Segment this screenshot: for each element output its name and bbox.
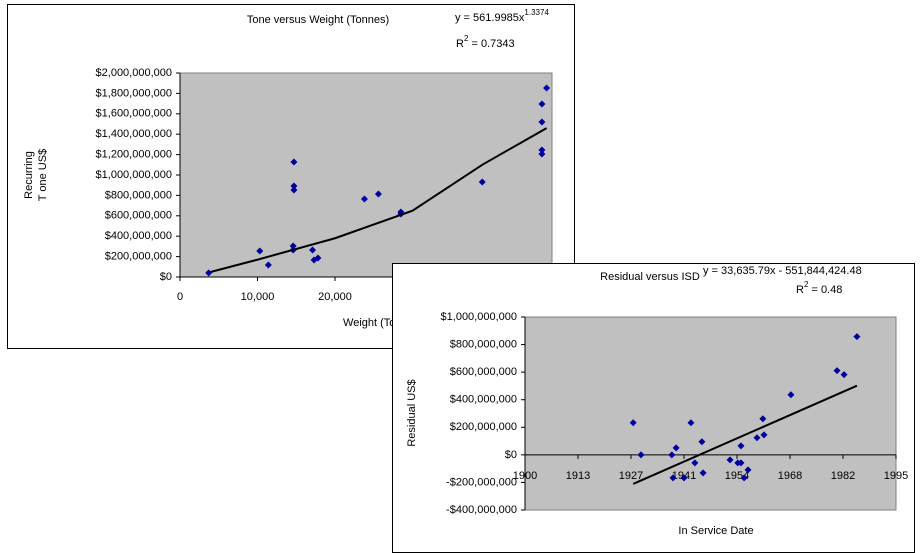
data-point (737, 442, 745, 450)
y-axis-title: T one US$ (37, 149, 49, 201)
r-value: = 0.48 (808, 284, 842, 296)
y-tick-label: $1,000,000,000 (96, 169, 172, 181)
data-point (637, 451, 645, 459)
x-tick-label: 1995 (884, 470, 908, 482)
y-tick-label: $0 (160, 271, 172, 283)
data-point (289, 242, 297, 250)
x-tick-label: 1913 (566, 470, 590, 482)
y-tick-label: $1,600,000,000 (96, 108, 172, 120)
plot-area (179, 72, 553, 278)
data-point (833, 367, 841, 375)
x-tick-label: 20,000 (318, 291, 352, 303)
y-tick-label: $600,000,000 (450, 366, 517, 378)
data-point (290, 182, 298, 190)
x-tick-label: 0 (177, 291, 183, 303)
y-tick-label: $800,000,000 (105, 189, 172, 201)
chart-title: Tone versus Weight (Tonnes) (247, 14, 389, 26)
r-exponent: 2 (464, 34, 469, 43)
trend-equation: y = 33,635.79x - 551,844,424.48 (703, 265, 862, 277)
data-point (538, 150, 546, 158)
r-label: R (796, 284, 804, 296)
data-point (478, 178, 486, 186)
x-tick-label: 10,000 (241, 291, 275, 303)
data-point (744, 466, 752, 474)
r-squared: R2 = 0.48 (796, 280, 842, 296)
y-tick-label: $1,200,000,000 (96, 149, 172, 161)
data-point (737, 459, 745, 467)
y-tick-label: $600,000,000 (105, 210, 172, 222)
data-point (669, 474, 677, 482)
plot-area (524, 316, 897, 511)
y-tick-label: $0 (505, 449, 517, 461)
r-label: R (456, 38, 464, 50)
data-point (290, 186, 298, 194)
data-point (759, 415, 767, 423)
data-point (538, 100, 546, 108)
data-point (687, 419, 695, 427)
chart: Tone versus Weight (Tonnes) y = 561.9985x… (7, 4, 575, 349)
x-tick-label: 1968 (778, 470, 802, 482)
data-point (256, 247, 264, 255)
data-point (672, 444, 680, 452)
r-exponent: 2 (804, 280, 809, 289)
x-axis-title: In Service Date (678, 525, 753, 537)
equation-exponent: 1.3374 (524, 8, 549, 17)
y-tick-label: $200,000,000 (450, 421, 517, 433)
data-point (853, 333, 861, 341)
y-axis-title: Recurring (23, 151, 35, 199)
data-point (264, 261, 272, 269)
y-tick-label: $200,000,000 (105, 251, 172, 263)
y-tick-label: $1,400,000,000 (96, 128, 172, 140)
data-point (698, 438, 706, 446)
data-point (543, 84, 551, 92)
trendline (632, 384, 858, 485)
data-point (699, 469, 707, 477)
data-point (740, 474, 748, 482)
x-tick-label: 1982 (831, 470, 855, 482)
y-axis-title: Residual US$ (406, 379, 418, 446)
data-point (374, 190, 382, 198)
data-point (629, 419, 637, 427)
data-point (726, 456, 734, 464)
chart: Residual versus ISD y = 33,635.79x - 551,… (392, 263, 915, 553)
data-point (668, 451, 676, 459)
y-tick-label: $400,000,000 (105, 230, 172, 242)
data-point (680, 474, 688, 482)
y-tick-label: -$400,000,000 (446, 504, 517, 516)
x-tick-label: 1900 (513, 470, 537, 482)
data-point (360, 195, 368, 203)
r-value: = 0.7343 (468, 38, 514, 50)
y-tick-label: $1,800,000,000 (96, 87, 172, 99)
trend-equation: y = 561.9985x1.3374 (455, 8, 549, 24)
r-squared: R2 = 0.7343 (456, 34, 515, 50)
data-point (787, 391, 795, 399)
x-tick-label: 1927 (619, 470, 643, 482)
data-point (538, 146, 546, 154)
chart-title: Residual versus ISD (600, 271, 700, 283)
data-point (840, 371, 848, 379)
trendline (210, 127, 548, 273)
equation-text: y = 33,635.79x - 551,844,424.48 (703, 265, 862, 277)
data-point (691, 459, 699, 467)
y-tick-label: -$200,000,000 (446, 476, 517, 488)
y-tick-label: $800,000,000 (450, 338, 517, 350)
y-tick-label: $400,000,000 (450, 394, 517, 406)
y-tick-label: $2,000,000,000 (96, 67, 172, 79)
equation-text: y = 561.9985x (455, 12, 525, 24)
data-point (760, 431, 768, 439)
y-tick-label: $1,000,000,000 (441, 311, 517, 323)
data-point (290, 158, 298, 166)
data-point (309, 246, 317, 254)
data-point (314, 254, 322, 262)
data-point (538, 118, 546, 126)
data-point (205, 269, 213, 277)
data-point (753, 434, 761, 442)
